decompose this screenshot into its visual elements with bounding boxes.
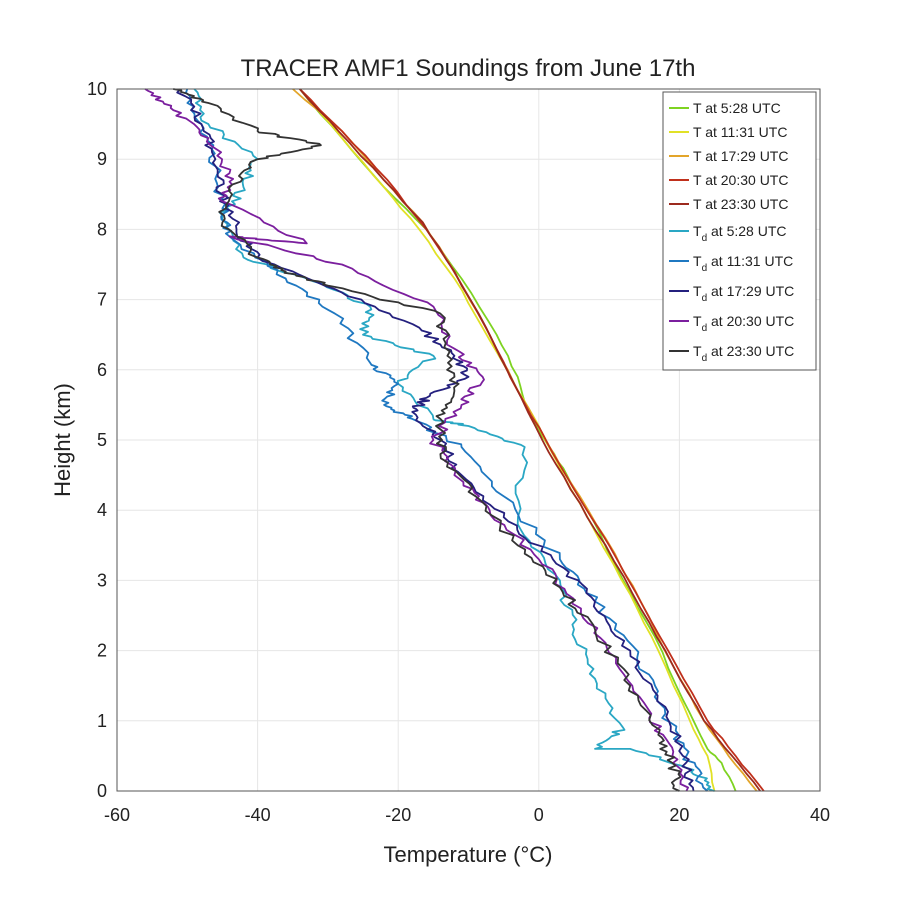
- y-tick-label: 0: [97, 781, 107, 801]
- legend-entry: T at 17:29 UTC: [693, 148, 788, 164]
- legend: T at 5:28 UTC T at 11:31 UTC T at 17:29 UT…: [662, 91, 817, 371]
- legend-entry: Td at 17:29 UTC: [693, 283, 794, 304]
- series-line-6: [185, 88, 709, 792]
- y-tick-label: 3: [97, 570, 107, 590]
- y-tick-label: 4: [97, 500, 107, 520]
- plot-frame: [116, 88, 821, 792]
- x-tick-label: 20: [669, 805, 689, 825]
- y-tick-label: 10: [87, 79, 107, 99]
- y-tick-label: 9: [97, 149, 107, 169]
- chart-title: TRACER AMF1 Soundings from June 17th: [241, 55, 696, 82]
- series-line-5: [193, 88, 715, 792]
- x-tick-label: -40: [245, 805, 271, 825]
- legend-entry: T at 11:31 UTC: [693, 124, 787, 140]
- y-tick-label: 8: [97, 219, 107, 239]
- x-tick-labels: -60 -40 -20 0 20 40: [104, 805, 830, 825]
- series-line-8: [144, 88, 689, 792]
- y-tick-label: 6: [97, 360, 107, 380]
- legend-entry: Td at 20:30 UTC: [693, 313, 794, 334]
- series-line-7: [176, 88, 695, 792]
- legend-entry: Td at 23:30 UTC: [693, 343, 794, 364]
- y-tick-label: 5: [97, 430, 107, 450]
- y-tick-label: 7: [97, 290, 107, 310]
- y-tick-label: 2: [97, 641, 107, 661]
- x-axis-label: Temperature (°C): [384, 842, 553, 867]
- y-axis-label: Height (km): [50, 383, 75, 497]
- legend-entry: T at 20:30 UTC: [693, 172, 788, 188]
- x-tick-label: -60: [104, 805, 130, 825]
- x-tick-label: -20: [385, 805, 411, 825]
- legend-entry: T at 5:28 UTC: [693, 100, 781, 116]
- series-line-3: [299, 88, 765, 792]
- series-line-4: [299, 88, 761, 792]
- legend-entry: T at 23:30 UTC: [693, 196, 788, 212]
- series-line-0: [299, 88, 737, 792]
- legend-entry: Td at 5:28 UTC: [693, 223, 787, 244]
- series-layer: [144, 88, 765, 792]
- legend-entry: Td at 11:31 UTC: [693, 253, 793, 274]
- series-line-9: [173, 88, 682, 792]
- y-tick-label: 1: [97, 711, 107, 731]
- y-tick-labels: 0 1 2 3 4 5 6 7 8 9 10: [87, 79, 107, 801]
- x-tick-label: 40: [810, 805, 830, 825]
- x-tick-label: 0: [534, 805, 544, 825]
